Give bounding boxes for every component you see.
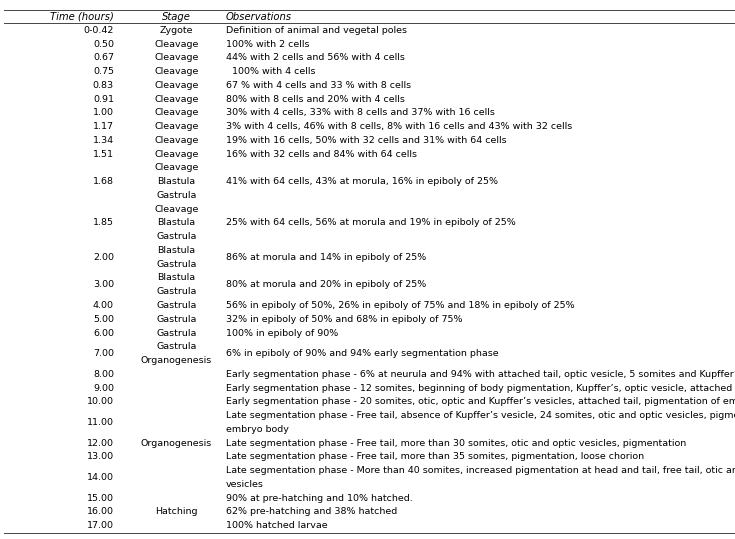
Text: 8.00: 8.00 xyxy=(93,370,114,379)
Text: Cleavage: Cleavage xyxy=(154,122,198,131)
Text: 15.00: 15.00 xyxy=(87,494,114,503)
Text: Observations: Observations xyxy=(226,11,292,22)
Text: 3% with 4 cells, 46% with 8 cells, 8% with 16 cells and 43% with 32 cells: 3% with 4 cells, 46% with 8 cells, 8% wi… xyxy=(226,122,572,131)
Text: Early segmentation phase - 20 somites, otic, optic and Kupffer’s vesicles, attac: Early segmentation phase - 20 somites, o… xyxy=(226,397,735,406)
Text: Early segmentation phase - 6% at neurula and 94% with attached tail, optic vesic: Early segmentation phase - 6% at neurula… xyxy=(226,370,735,379)
Text: Late segmentation phase - More than 40 somites, increased pigmentation at head a: Late segmentation phase - More than 40 s… xyxy=(226,466,735,475)
Text: 14.00: 14.00 xyxy=(87,473,114,482)
Text: 16% with 32 cells and 84% with 64 cells: 16% with 32 cells and 84% with 64 cells xyxy=(226,150,417,158)
Text: 62% pre-hatching and 38% hatched: 62% pre-hatching and 38% hatched xyxy=(226,507,397,516)
Text: Cleavage: Cleavage xyxy=(154,150,198,158)
Text: Definition of animal and vegetal poles: Definition of animal and vegetal poles xyxy=(226,26,406,35)
Text: 25% with 64 cells, 56% at morula and 19% in epiboly of 25%: 25% with 64 cells, 56% at morula and 19%… xyxy=(226,218,515,227)
Text: Cleavage: Cleavage xyxy=(154,39,198,49)
Text: vesicles: vesicles xyxy=(226,480,264,489)
Text: 56% in epiboly of 50%, 26% in epiboly of 75% and 18% in epiboly of 25%: 56% in epiboly of 50%, 26% in epiboly of… xyxy=(226,301,574,310)
Text: 9.00: 9.00 xyxy=(93,384,114,392)
Text: Organogenesis: Organogenesis xyxy=(141,439,212,447)
Text: Blastula: Blastula xyxy=(157,273,196,282)
Text: 1.51: 1.51 xyxy=(93,150,114,158)
Text: 86% at morula and 14% in epiboly of 25%: 86% at morula and 14% in epiboly of 25% xyxy=(226,253,426,262)
Text: Blastula: Blastula xyxy=(157,177,196,186)
Text: 0-0.42: 0-0.42 xyxy=(84,26,114,35)
Text: 6% in epiboly of 90% and 94% early segmentation phase: 6% in epiboly of 90% and 94% early segme… xyxy=(226,349,498,358)
Text: Gastrula: Gastrula xyxy=(157,342,196,351)
Text: 19% with 16 cells, 50% with 32 cells and 31% with 64 cells: 19% with 16 cells, 50% with 32 cells and… xyxy=(226,136,506,145)
Text: 44% with 2 cells and 56% with 4 cells: 44% with 2 cells and 56% with 4 cells xyxy=(226,53,404,63)
Text: Gastrula: Gastrula xyxy=(157,301,196,310)
Text: 12.00: 12.00 xyxy=(87,439,114,447)
Text: 10.00: 10.00 xyxy=(87,397,114,406)
Text: 5.00: 5.00 xyxy=(93,315,114,324)
Text: Cleavage: Cleavage xyxy=(154,53,198,63)
Text: 1.68: 1.68 xyxy=(93,177,114,186)
Text: Gastrula: Gastrula xyxy=(157,329,196,337)
Text: 0.83: 0.83 xyxy=(93,81,114,90)
Text: 17.00: 17.00 xyxy=(87,521,114,530)
Text: Cleavage: Cleavage xyxy=(154,205,198,213)
Text: 11.00: 11.00 xyxy=(87,418,114,427)
Text: Blastula: Blastula xyxy=(157,246,196,255)
Text: Cleavage: Cleavage xyxy=(154,81,198,90)
Text: 100% hatched larvae: 100% hatched larvae xyxy=(226,521,327,530)
Text: Time (hours): Time (hours) xyxy=(50,11,114,22)
Text: Cleavage: Cleavage xyxy=(154,108,198,118)
Text: Gastrula: Gastrula xyxy=(157,287,196,296)
Text: 0.67: 0.67 xyxy=(93,53,114,63)
Text: 0.50: 0.50 xyxy=(93,39,114,49)
Text: Gastrula: Gastrula xyxy=(157,191,196,200)
Text: 100% in epiboly of 90%: 100% in epiboly of 90% xyxy=(226,329,338,337)
Text: 67 % with 4 cells and 33 % with 8 cells: 67 % with 4 cells and 33 % with 8 cells xyxy=(226,81,411,90)
Text: Cleavage: Cleavage xyxy=(154,95,198,103)
Text: Zygote: Zygote xyxy=(159,26,193,35)
Text: Cleavage: Cleavage xyxy=(154,136,198,145)
Text: 32% in epiboly of 50% and 68% in epiboly of 75%: 32% in epiboly of 50% and 68% in epiboly… xyxy=(226,315,462,324)
Text: 1.17: 1.17 xyxy=(93,122,114,131)
Text: 80% with 8 cells and 20% with 4 cells: 80% with 8 cells and 20% with 4 cells xyxy=(226,95,404,103)
Text: 0.75: 0.75 xyxy=(93,67,114,76)
Text: 1.85: 1.85 xyxy=(93,218,114,227)
Text: Late segmentation phase - Free tail, more than 30 somites, otic and optic vesicl: Late segmentation phase - Free tail, mor… xyxy=(226,439,686,447)
Text: 100% with 2 cells: 100% with 2 cells xyxy=(226,39,309,49)
Text: 1.34: 1.34 xyxy=(93,136,114,145)
Text: 1.00: 1.00 xyxy=(93,108,114,118)
Text: Late segmentation phase - Free tail, more than 35 somites, pigmentation, loose c: Late segmentation phase - Free tail, mor… xyxy=(226,452,644,461)
Text: 41% with 64 cells, 43% at morula, 16% in epiboly of 25%: 41% with 64 cells, 43% at morula, 16% in… xyxy=(226,177,498,186)
Text: embryo body: embryo body xyxy=(226,425,289,434)
Text: Gastrula: Gastrula xyxy=(157,260,196,269)
Text: 30% with 4 cells, 33% with 8 cells and 37% with 16 cells: 30% with 4 cells, 33% with 8 cells and 3… xyxy=(226,108,495,118)
Text: 3.00: 3.00 xyxy=(93,280,114,289)
Text: 2.00: 2.00 xyxy=(93,253,114,262)
Text: 90% at pre-hatching and 10% hatched.: 90% at pre-hatching and 10% hatched. xyxy=(226,494,412,503)
Text: Cleavage: Cleavage xyxy=(154,163,198,172)
Text: 100% with 4 cells: 100% with 4 cells xyxy=(226,67,315,76)
Text: 6.00: 6.00 xyxy=(93,329,114,337)
Text: Gastrula: Gastrula xyxy=(157,315,196,324)
Text: 80% at morula and 20% in epiboly of 25%: 80% at morula and 20% in epiboly of 25% xyxy=(226,280,426,289)
Text: 0.91: 0.91 xyxy=(93,95,114,103)
Text: Late segmentation phase - Free tail, absence of Kupffer’s vesicle, 24 somites, o: Late segmentation phase - Free tail, abs… xyxy=(226,411,735,420)
Text: Blastula: Blastula xyxy=(157,218,196,227)
Text: 4.00: 4.00 xyxy=(93,301,114,310)
Text: Stage: Stage xyxy=(162,11,191,22)
Text: 16.00: 16.00 xyxy=(87,507,114,516)
Text: Organogenesis: Organogenesis xyxy=(141,356,212,365)
Text: 13.00: 13.00 xyxy=(87,452,114,461)
Text: Cleavage: Cleavage xyxy=(154,67,198,76)
Text: Early segmentation phase - 12 somites, beginning of body pigmentation, Kupffer’s: Early segmentation phase - 12 somites, b… xyxy=(226,384,735,392)
Text: Hatching: Hatching xyxy=(155,507,198,516)
Text: Gastrula: Gastrula xyxy=(157,232,196,241)
Text: 7.00: 7.00 xyxy=(93,349,114,358)
